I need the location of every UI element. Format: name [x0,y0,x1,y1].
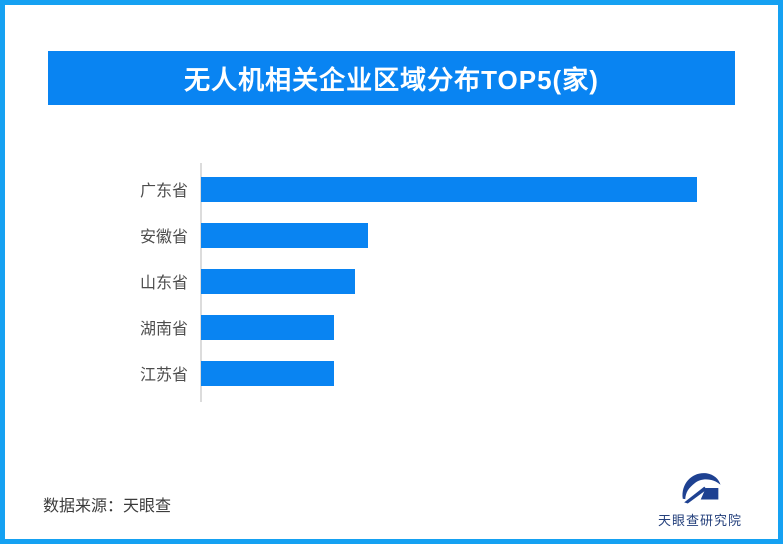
data-source-note: 数据来源：天眼查 [43,498,172,515]
bar-label: 广东省 [139,183,188,200]
bar-江苏省 [201,360,334,386]
bar-chart: 广东省安徽省山东省湖南省江苏省 [0,166,783,396]
bar-track [201,222,783,248]
bar-track [201,176,783,202]
bar-track [201,360,783,386]
bar-广东省 [201,176,697,202]
bar-安徽省 [201,222,368,248]
bar-track [201,314,783,340]
bar-label: 湖南省 [139,321,188,338]
chart-title: 无人机相关企业区域分布TOP5(家) [184,64,599,95]
tianyancha-eye-logo [682,473,721,504]
bar-湖南省 [201,314,334,340]
brand-logo-text: 天眼查研究院 [657,513,742,528]
bar-track [201,268,783,294]
bar-山东省 [201,268,355,294]
brand-logo: 天眼查研究院 [648,468,752,529]
bar-label: 江苏省 [139,367,188,384]
chart-row: 安徽省 [0,212,783,258]
chart-row: 江苏省 [0,350,783,396]
chart-title-banner: 无人机相关企业区域分布TOP5(家) [48,51,735,105]
chart-row: 广东省 [0,166,783,212]
chart-row: 山东省 [0,258,783,304]
chart-row: 湖南省 [0,304,783,350]
bar-label: 山东省 [139,275,188,292]
bar-label: 安徽省 [139,229,188,246]
